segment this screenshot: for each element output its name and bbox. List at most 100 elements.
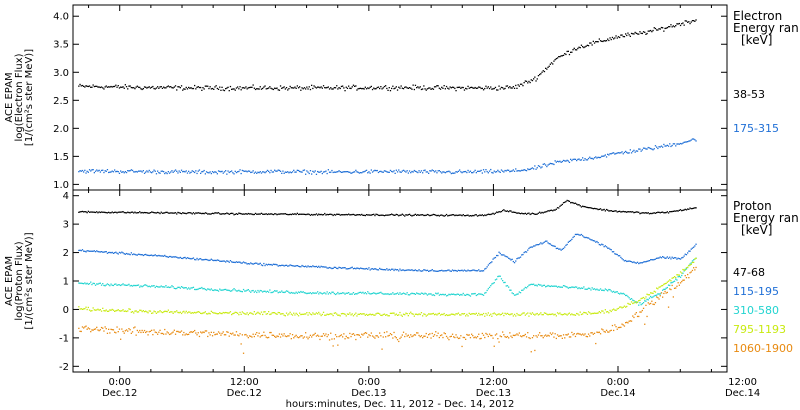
data-point bbox=[84, 326, 86, 328]
data-point bbox=[419, 293, 421, 295]
data-point bbox=[299, 213, 301, 215]
data-point bbox=[488, 314, 491, 317]
data-point bbox=[297, 337, 300, 339]
y-axis-label: ACE EPAM bbox=[4, 72, 15, 122]
data-point bbox=[338, 87, 340, 89]
data-point bbox=[466, 333, 468, 336]
data-point bbox=[190, 171, 192, 173]
data-point bbox=[264, 213, 266, 215]
data-point bbox=[494, 334, 497, 336]
y-tick-label: 1.0 bbox=[53, 180, 69, 191]
data-point bbox=[652, 259, 654, 261]
data-point bbox=[635, 211, 637, 213]
data-point bbox=[128, 253, 130, 255]
data-point bbox=[209, 334, 211, 336]
data-point bbox=[350, 87, 352, 90]
data-point bbox=[402, 313, 405, 315]
data-point bbox=[521, 336, 523, 338]
data-point bbox=[652, 212, 654, 214]
data-point bbox=[299, 291, 301, 294]
data-point bbox=[455, 313, 457, 315]
data-point bbox=[203, 88, 205, 90]
data-point bbox=[285, 290, 288, 292]
data-point bbox=[328, 213, 331, 215]
data-point bbox=[609, 289, 611, 291]
data-point bbox=[505, 85, 507, 87]
data-point bbox=[622, 259, 624, 261]
data-point bbox=[456, 270, 458, 272]
data-point bbox=[496, 211, 498, 213]
data-point bbox=[503, 88, 505, 90]
data-point bbox=[679, 24, 682, 27]
data-point bbox=[662, 146, 664, 148]
y-axis-label: ACE EPAM bbox=[4, 256, 15, 306]
data-point bbox=[453, 172, 455, 174]
data-point bbox=[207, 85, 209, 87]
data-point bbox=[275, 290, 277, 292]
data-point bbox=[609, 330, 611, 332]
data-point bbox=[202, 259, 204, 261]
data-point bbox=[250, 291, 252, 293]
data-point bbox=[431, 313, 433, 315]
data-point bbox=[197, 288, 199, 290]
data-point bbox=[579, 333, 581, 335]
data-point bbox=[568, 336, 571, 338]
data-point bbox=[351, 86, 353, 88]
data-point bbox=[151, 312, 153, 314]
data-point bbox=[512, 169, 514, 171]
data-point bbox=[418, 313, 420, 315]
data-point bbox=[213, 312, 215, 314]
data-point bbox=[585, 335, 587, 338]
data-point bbox=[691, 247, 694, 249]
data-point bbox=[185, 257, 187, 260]
data-point bbox=[645, 296, 647, 298]
data-point bbox=[572, 334, 574, 336]
data-point bbox=[285, 264, 288, 266]
data-point bbox=[447, 337, 449, 339]
data-point bbox=[98, 282, 100, 285]
data-point bbox=[548, 313, 550, 315]
data-point bbox=[530, 167, 532, 170]
data-point bbox=[559, 312, 561, 314]
data-point bbox=[381, 268, 383, 271]
data-point bbox=[317, 334, 319, 336]
data-point bbox=[142, 254, 144, 257]
data-point bbox=[491, 283, 493, 285]
data-point bbox=[511, 313, 513, 315]
data-point bbox=[459, 86, 461, 88]
data-point bbox=[356, 171, 358, 173]
data-point bbox=[601, 310, 603, 312]
data-point bbox=[145, 86, 147, 88]
x-tick-time: 0:00 bbox=[607, 377, 629, 388]
data-point bbox=[672, 281, 674, 283]
data-point bbox=[675, 257, 677, 259]
data-point bbox=[625, 150, 627, 153]
data-point bbox=[505, 285, 507, 287]
data-point bbox=[321, 87, 323, 89]
y-tick-label: 3.5 bbox=[53, 40, 69, 51]
data-point bbox=[546, 240, 548, 242]
data-point bbox=[395, 337, 397, 339]
data-point bbox=[270, 331, 272, 334]
data-point bbox=[632, 299, 634, 301]
data-point bbox=[558, 335, 560, 337]
data-point bbox=[359, 172, 362, 174]
data-point bbox=[214, 86, 216, 88]
data-point bbox=[296, 292, 298, 294]
data-point bbox=[413, 293, 415, 295]
data-point bbox=[393, 214, 395, 216]
data-point bbox=[83, 250, 85, 252]
data-point bbox=[634, 31, 636, 34]
data-point bbox=[127, 211, 129, 213]
data-point bbox=[609, 37, 611, 39]
data-point bbox=[307, 265, 309, 267]
data-point bbox=[79, 211, 81, 213]
data-point bbox=[625, 322, 627, 324]
data-point bbox=[219, 312, 221, 314]
data-point bbox=[454, 294, 456, 296]
data-point bbox=[152, 334, 154, 336]
data-point bbox=[352, 84, 355, 86]
data-point bbox=[584, 158, 586, 160]
data-point bbox=[373, 170, 375, 172]
data-point bbox=[414, 293, 417, 295]
